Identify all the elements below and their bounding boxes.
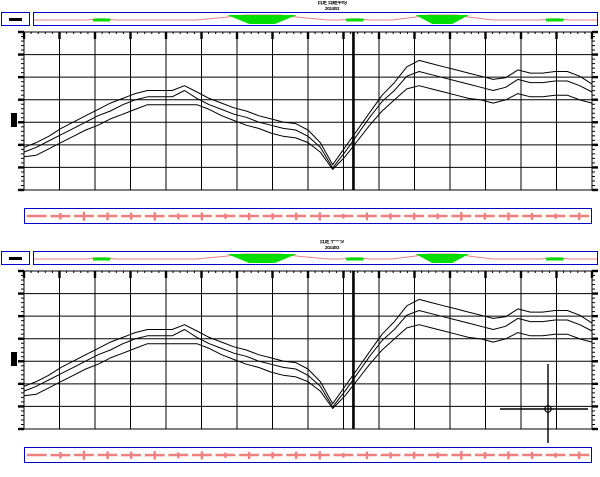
- legend-dash-icon: [9, 18, 22, 21]
- chart-title-line1: 日足 データ: [319, 240, 345, 245]
- main-plot[interactable]: [0, 28, 600, 204]
- y-axis-value-tag: [11, 113, 17, 127]
- overview-band[interactable]: [33, 12, 598, 26]
- chart-panel: 日足 データ 2024/03: [0, 239, 600, 477]
- chart-title-line2: 2024/03: [324, 245, 340, 250]
- overview-svg: [34, 253, 597, 263]
- overview-legend-box[interactable]: [1, 12, 30, 26]
- ohlc-svg: [26, 450, 590, 460]
- chart-title: 日足 データ 2024/03: [272, 240, 392, 250]
- main-plot-svg: [18, 30, 598, 192]
- overview-legend-box[interactable]: [1, 251, 30, 265]
- overview-band[interactable]: [33, 251, 598, 265]
- ohlc-strip[interactable]: [24, 447, 592, 463]
- overview-svg: [34, 14, 597, 24]
- ohlc-strip[interactable]: [24, 208, 592, 224]
- chart-panel: 日足 日経平均 2024/03: [0, 0, 600, 238]
- main-plot[interactable]: [0, 267, 600, 443]
- legend-dash-icon: [9, 257, 22, 260]
- main-plot-svg: [18, 269, 598, 443]
- chart-title-line1: 日足 日経平均: [317, 1, 347, 6]
- chart-title: 日足 日経平均 2024/03: [272, 1, 392, 11]
- ohlc-svg: [26, 211, 590, 221]
- chart-title-line2: 2024/03: [324, 6, 340, 11]
- y-axis-value-tag: [11, 352, 17, 366]
